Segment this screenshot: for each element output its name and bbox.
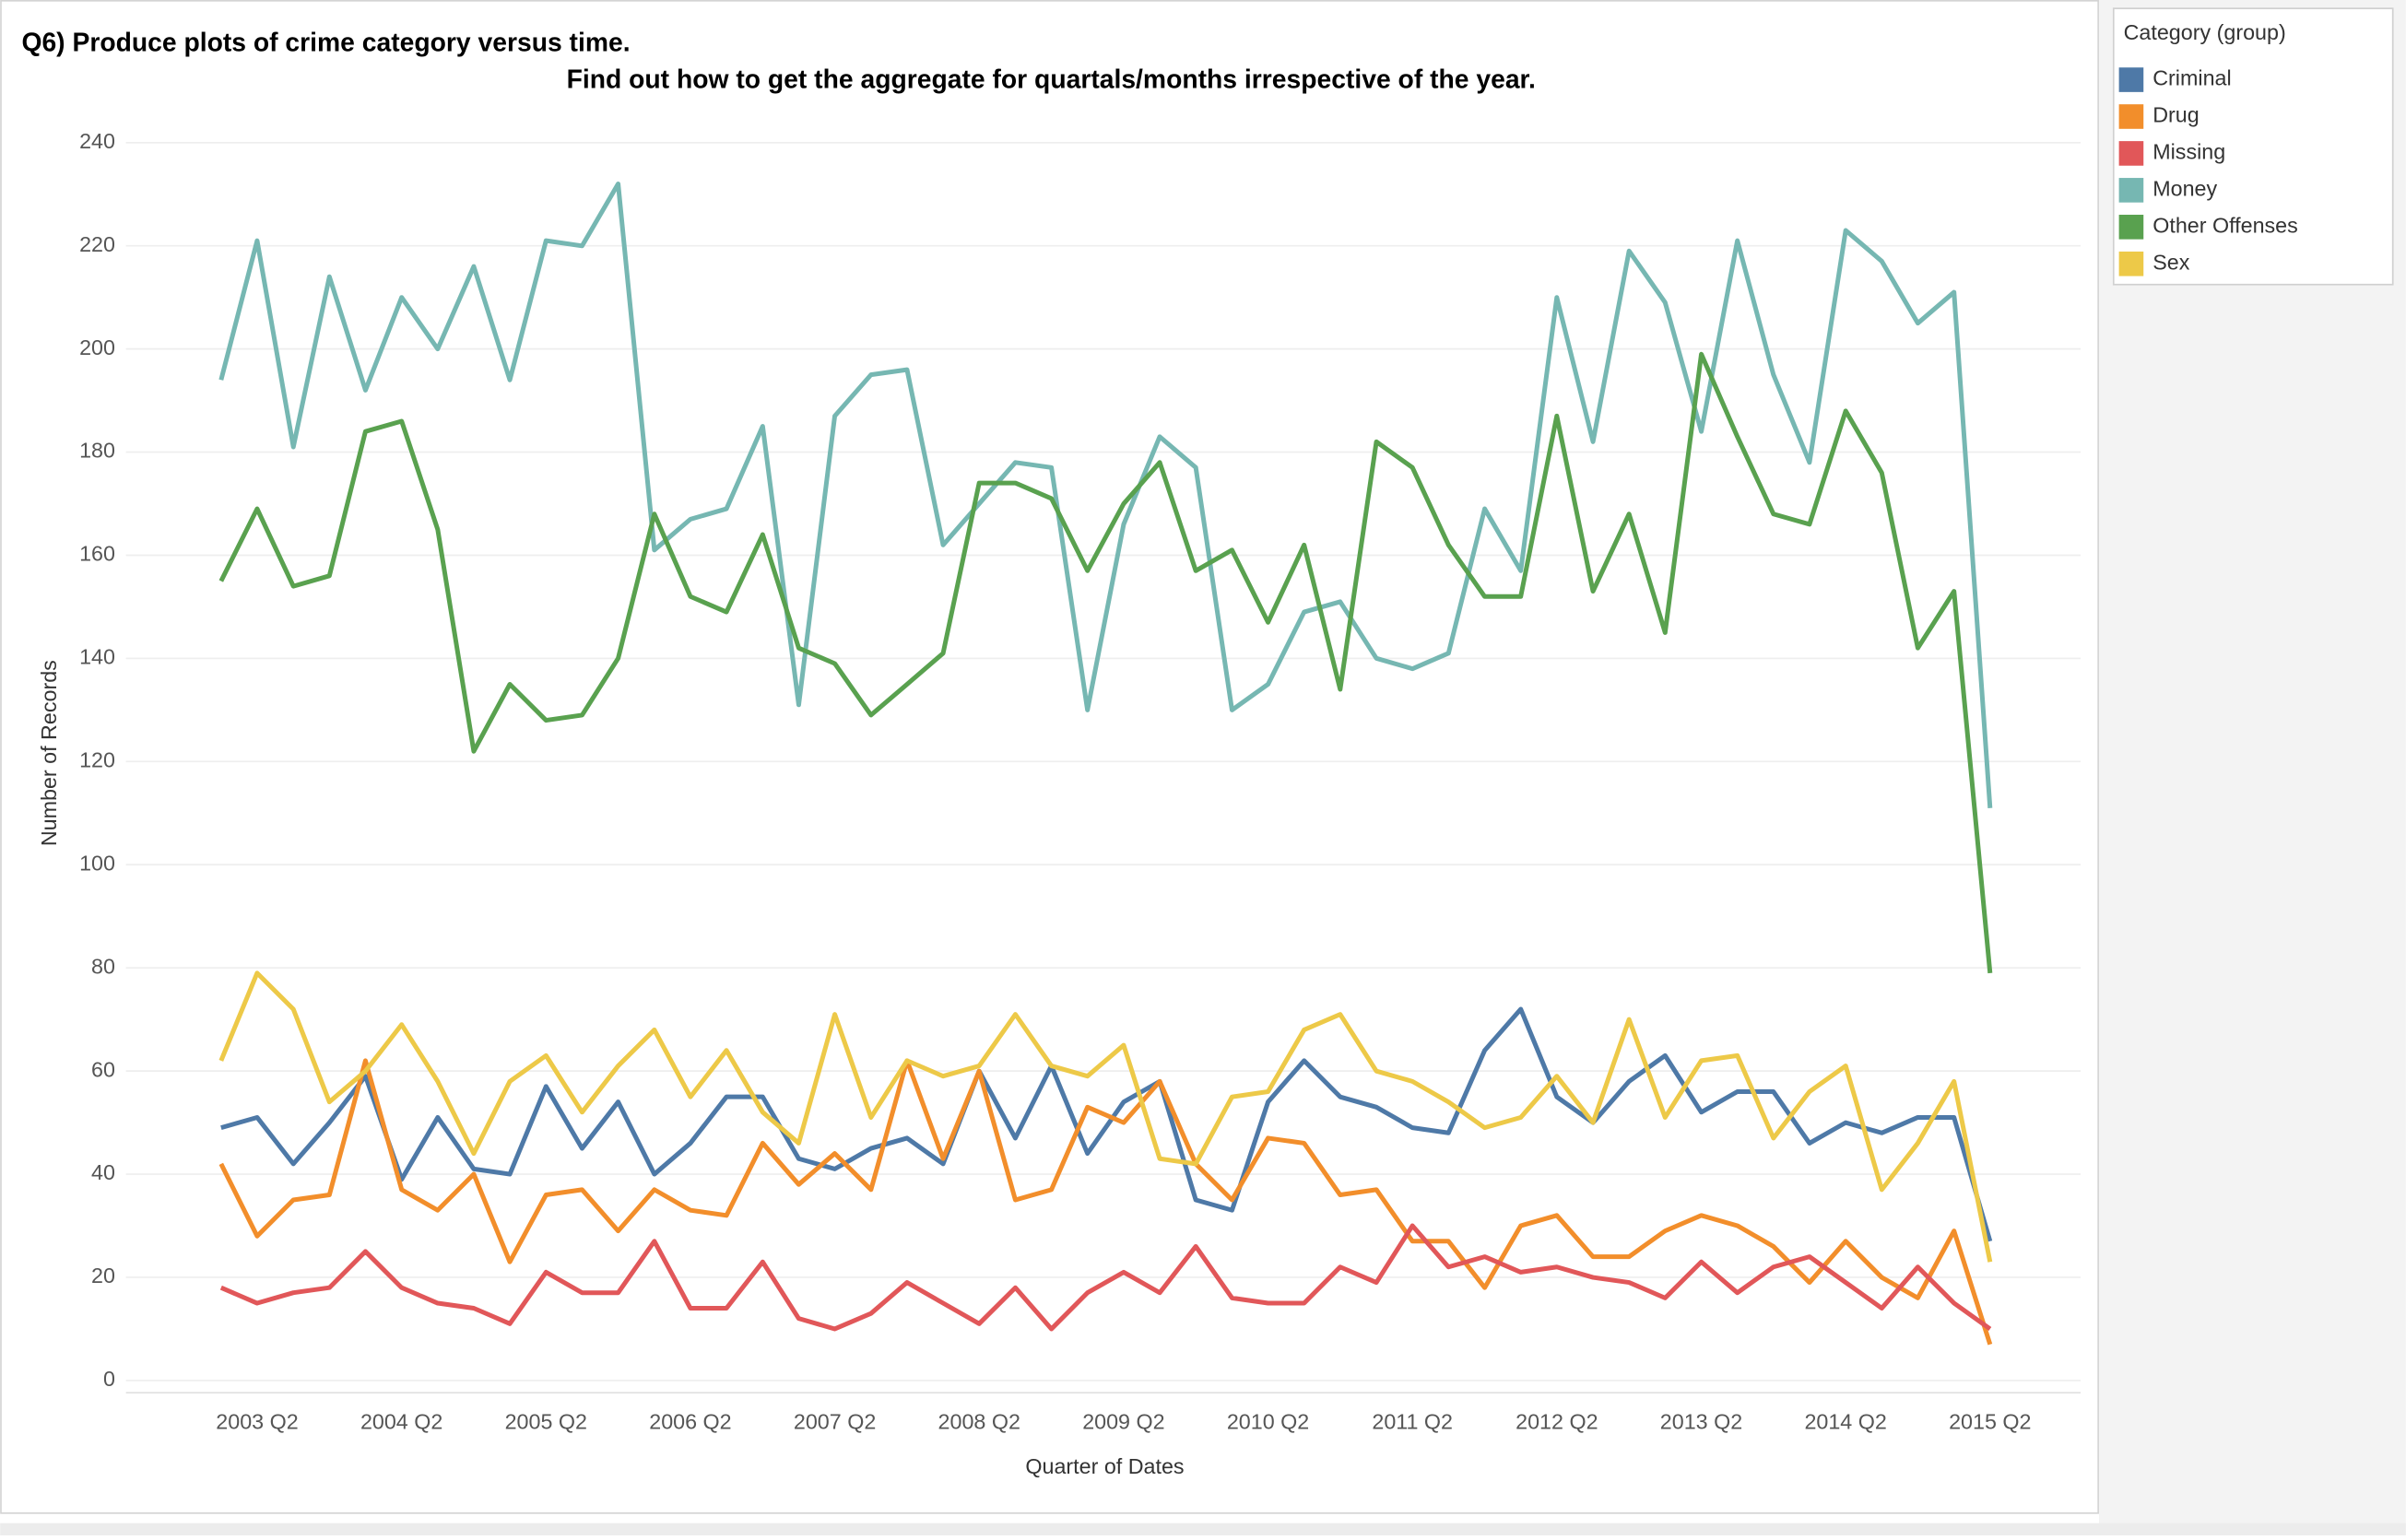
- x-axis-label: Quarter of Dates: [1025, 1454, 1184, 1478]
- y-tick-label: 200: [79, 335, 115, 359]
- chart-subtitle: Find out how to get the aggregate for qu…: [567, 65, 1536, 94]
- legend-label: Missing: [2152, 140, 2225, 164]
- y-tick-label: 40: [91, 1160, 115, 1184]
- legend-swatch: [2118, 141, 2144, 166]
- legend-label: Sex: [2152, 250, 2189, 274]
- x-tick-label: 2012 Q2: [1516, 1410, 1598, 1434]
- x-tick-label: 2014 Q2: [1804, 1410, 1886, 1434]
- legend-label: Drug: [2152, 103, 2200, 127]
- x-tick-label: 2013 Q2: [1660, 1410, 1742, 1434]
- series-line: [218, 970, 1993, 1263]
- y-tick-label: 20: [91, 1264, 115, 1287]
- legend-swatch: [2118, 215, 2144, 240]
- legend-swatch: [2118, 67, 2144, 92]
- x-tick-label: 2008 Q2: [938, 1410, 1020, 1434]
- legend-swatch: [2118, 178, 2144, 203]
- legend-label: Money: [2152, 177, 2217, 201]
- series-line: [218, 351, 1993, 974]
- x-tick-label: 2015 Q2: [1949, 1410, 2031, 1434]
- y-tick-label: 120: [79, 747, 115, 771]
- chart-title: Q6) Produce plots of crime category vers…: [21, 28, 630, 57]
- legend-label: Other Offenses: [2152, 213, 2298, 237]
- worksheet: [0, 0, 2099, 1514]
- series-line: [218, 1058, 1993, 1346]
- legend-title: Category (group): [2124, 20, 2286, 44]
- y-tick-label: 0: [103, 1367, 115, 1391]
- x-tick-label: 2011 Q2: [1372, 1410, 1453, 1434]
- y-tick-label: 60: [91, 1057, 115, 1081]
- legend-box[interactable]: [2112, 7, 2394, 286]
- x-tick-label: 2003 Q2: [216, 1410, 298, 1434]
- y-tick-label: 140: [79, 645, 115, 669]
- x-tick-label: 2007 Q2: [794, 1410, 876, 1434]
- x-tick-label: 2006 Q2: [649, 1410, 731, 1434]
- y-axis-label: Number of Records: [37, 660, 61, 846]
- y-tick-label: 100: [79, 851, 115, 875]
- y-tick-label: 240: [79, 129, 115, 153]
- series-line: [219, 1223, 1992, 1332]
- y-tick-label: 220: [79, 232, 115, 256]
- y-tick-label: 180: [79, 439, 115, 463]
- series-line: [220, 1006, 1993, 1242]
- legend-label: Criminal: [2152, 66, 2231, 90]
- legend-swatch: [2118, 251, 2144, 276]
- tab-bar: [0, 1522, 2406, 1535]
- legend-swatch: [2118, 104, 2144, 129]
- x-tick-label: 2010 Q2: [1227, 1410, 1309, 1434]
- y-tick-label: 160: [79, 542, 115, 566]
- x-tick-label: 2004 Q2: [360, 1410, 442, 1434]
- x-tick-label: 2005 Q2: [505, 1410, 587, 1434]
- x-tick-label: 2009 Q2: [1082, 1410, 1164, 1434]
- y-tick-label: 80: [91, 954, 115, 978]
